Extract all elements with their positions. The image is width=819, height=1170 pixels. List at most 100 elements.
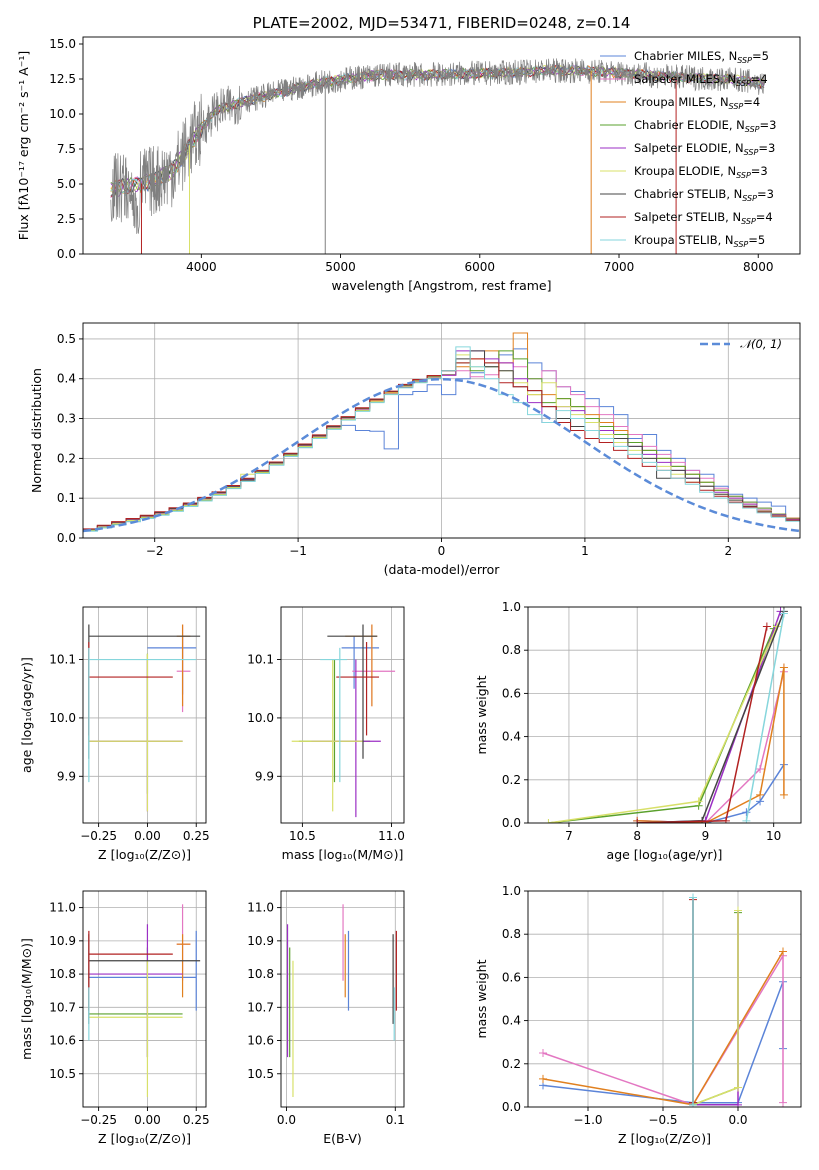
z_vs_age-xlabel: Z [log₁₀(Z/Z⊙)] <box>98 847 191 862</box>
age_vs_weight-plot-area <box>544 607 788 823</box>
age_vs_weight-xtick-label: 7 <box>565 829 573 843</box>
ebv_vs_mass-xtick-label: 0.1 <box>386 1113 405 1127</box>
z_vs_weight-ytick-label: 0.6 <box>502 970 521 984</box>
ebv_vs_mass-ytick-label: 10.6 <box>247 1034 274 1048</box>
spectrum-xtick-label: 8000 <box>743 260 774 274</box>
mass_vs_age-ytick-label: 10.0 <box>247 711 274 725</box>
normal-curve <box>83 377 800 533</box>
age_vs_weight-ylabel: mass weight <box>474 675 489 754</box>
residuals-xlabel: (data-model)/error <box>384 562 501 577</box>
legend-label-chabrier_elodie: Chabrier ELODIE, NSSP=3 <box>634 118 776 134</box>
normal-curve-legend-label: 𝒩(0, 1) <box>740 337 782 351</box>
spectrum-plot-area <box>110 58 766 254</box>
legend-label-chabrier_miles: Chabrier MILES, NSSP=5 <box>634 49 769 65</box>
z_vs_age-plot-area <box>88 624 201 812</box>
histogram-kroupa_stelib <box>83 346 800 532</box>
ebv_vs_mass-ytick-label: 10.8 <box>247 967 274 981</box>
z_vs_age-xtick-label: 0.00 <box>134 829 161 843</box>
age_vs_weight-marker-kroupa_elodie <box>544 819 553 823</box>
mass_vs_age-frame <box>280 606 405 824</box>
residuals-xtick-label: −1 <box>289 544 307 558</box>
age_vs_weight-ytick-label: 1.0 <box>502 600 521 614</box>
mass_vs_age-xlabel: mass [log₁₀(M/M⊙)] <box>282 847 404 862</box>
z_vs_weight-marker-kroupa_elodie <box>734 1083 742 1092</box>
spectrum-xtick-label: 5000 <box>325 260 356 274</box>
z_vs_age-ytick-label: 10.1 <box>49 653 76 667</box>
spectrum-ytick-label: 2.5 <box>57 212 76 226</box>
age_vs_weight-marker-kroupa_stelib <box>742 816 751 823</box>
z_vs_weight-marker-kroupa_miles <box>779 947 787 956</box>
z_vs_weight-marker-kroupa_miles <box>539 1074 547 1083</box>
histogram-kroupa_miles <box>83 332 800 530</box>
residuals-ytick-label: 0.2 <box>57 451 76 465</box>
age_vs_weight-line-salpeter_elodie <box>637 611 782 823</box>
age_vs_weight-xtick-label: 8 <box>633 829 641 843</box>
ebv_vs_mass-ytick-label: 10.5 <box>247 1067 274 1081</box>
residuals-xtick-label: 0 <box>438 544 446 558</box>
legend-label-salpeter_miles: Salpeter MILES, NSSP=4 <box>634 72 768 88</box>
age_vs_weight-ytick-label: 0.2 <box>502 773 521 787</box>
spectrum-ytick-label: 0.0 <box>57 247 76 261</box>
z_vs_age-ylabel: age [log₁₀(age/yr)] <box>19 657 34 773</box>
z_vs_age-ytick-label: 10.0 <box>49 711 76 725</box>
spectrum-ytick-label: 5.0 <box>57 177 76 191</box>
z_vs_weight-frame <box>527 890 802 1108</box>
z_vs_mass-xlabel: Z [log₁₀(Z/Z⊙)] <box>98 1131 191 1146</box>
z_vs_weight-line-kroupa_elodie <box>692 910 739 1106</box>
age_vs_weight-marker-salpeter_miles <box>756 765 765 773</box>
z_vs_weight-marker-kroupa_stelib <box>689 893 697 902</box>
spectrum-xtick-label: 6000 <box>465 260 496 274</box>
age_vs_weight-marker-kroupa_miles <box>756 790 765 799</box>
z_vs_weight-xtick-label: −0.5 <box>648 1113 677 1127</box>
residuals-xtick-label: 1 <box>581 544 589 558</box>
z_vs_weight-ytick-label: 0.4 <box>502 1014 521 1028</box>
mass_vs_age-plot-area <box>291 624 396 818</box>
z_vs_mass-ylabel: mass [log₁₀(M/M⊙)] <box>19 938 34 1060</box>
legend-label-kroupa_elodie: Kroupa ELODIE, NSSP=3 <box>634 164 768 180</box>
z_vs_mass-ytick-label: 10.6 <box>49 1034 76 1048</box>
age_vs_weight-marker-chabrier_miles <box>742 808 751 817</box>
z_vs_mass-ytick-label: 10.5 <box>49 1067 76 1081</box>
z_vs_mass-xtick-label: −0.25 <box>80 1113 117 1127</box>
z_vs_mass-xtick-label: 0.00 <box>134 1113 161 1127</box>
spectrum-ytick-label: 10.0 <box>49 107 76 121</box>
age_vs_weight-marker-salpeter_stelib <box>633 819 642 823</box>
z_vs_weight-marker-salpeter_miles <box>779 1098 787 1107</box>
z_vs_weight-line-chabrier_elodie <box>692 912 739 1106</box>
age_vs_weight-ytick-label: 0.6 <box>502 686 521 700</box>
z_vs_weight-marker-kroupa_stelib <box>689 1100 697 1107</box>
z_vs_weight-marker-kroupa_elodie <box>734 906 742 915</box>
z_vs_mass-ytick-label: 11.0 <box>49 901 76 915</box>
age_vs_weight-marker-kroupa_elodie <box>694 797 703 806</box>
chart-title: PLATE=2002, MJD=53471, FIBERID=0248, z=0… <box>253 14 631 32</box>
spectrum-ytick-label: 12.5 <box>49 72 76 86</box>
z_vs_mass-ytick-label: 10.7 <box>49 1000 76 1014</box>
z_vs_mass-xtick-label: 0.25 <box>183 1113 210 1127</box>
spectrum-ylabel: Flux [fλ10⁻¹⁷ erg cm⁻² s⁻¹ A⁻¹] <box>16 51 31 240</box>
age_vs_weight-xtick-label: 10 <box>766 829 781 843</box>
mass_vs_age-xtick-label: 10.5 <box>289 829 316 843</box>
residuals-ytick-label: 0.5 <box>57 332 76 346</box>
residuals-ytick-label: 0.3 <box>57 412 76 426</box>
z_vs_weight-marker-salpeter_miles <box>539 1049 547 1057</box>
spectrum-xtick-label: 4000 <box>186 260 217 274</box>
residuals-xtick-label: −2 <box>146 544 164 558</box>
z_vs_age-xtick-label: −0.25 <box>80 829 117 843</box>
spectrum-xtick-label: 7000 <box>604 260 635 274</box>
z_vs_weight-xtick-label: −1.0 <box>573 1113 602 1127</box>
ebv_vs_mass-xlabel: E(B-V) <box>323 1131 362 1146</box>
z_vs_weight-ylabel: mass weight <box>474 959 489 1038</box>
spectrum-observed-line <box>110 58 766 234</box>
age_vs_weight-marker-kroupa_stelib <box>779 609 788 618</box>
ebv_vs_mass-ytick-label: 10.9 <box>247 934 274 948</box>
mass_vs_age-ytick-label: 10.1 <box>247 653 274 667</box>
legend-label-kroupa_stelib: Kroupa STELIB, NSSP=5 <box>634 233 765 249</box>
residuals-ytick-label: 0.0 <box>57 531 76 545</box>
age_vs_weight-ytick-label: 0.0 <box>502 816 521 830</box>
ebv_vs_mass-plot-area <box>286 904 397 1098</box>
z_vs_mass-plot-area <box>88 904 201 1098</box>
z_vs_weight-ytick-label: 0.2 <box>502 1057 521 1071</box>
ebv_vs_mass-frame <box>280 890 405 1108</box>
age_vs_weight-marker-salpeter_stelib <box>721 816 730 823</box>
